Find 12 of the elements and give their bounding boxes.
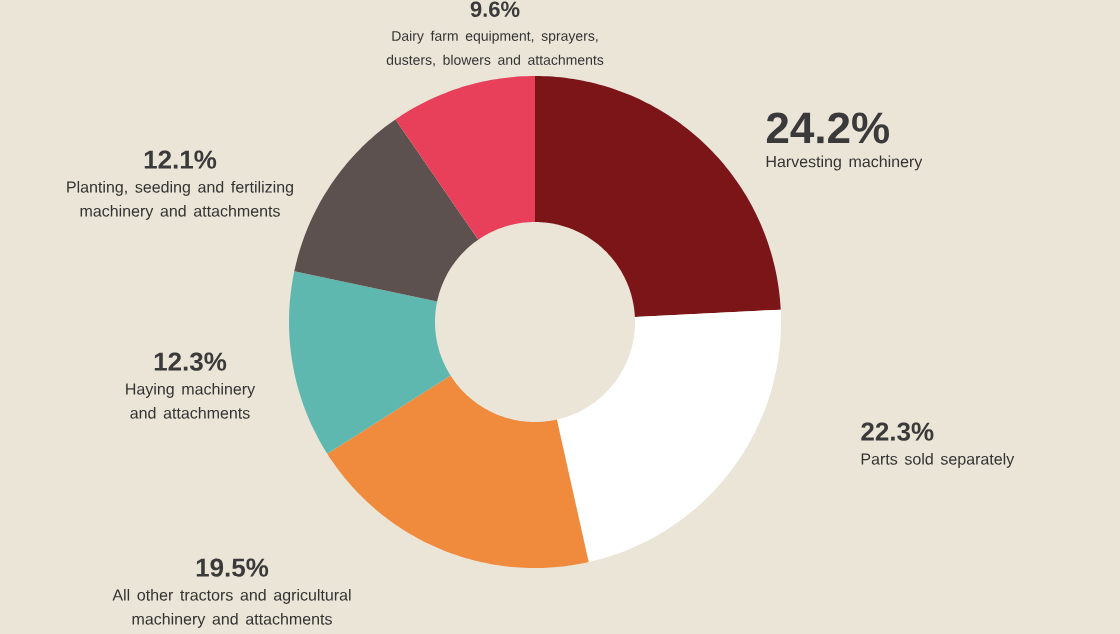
slice-label: Dairy farm equipment, sprayers, dusters, blowers and attachments xyxy=(386,30,604,67)
slice-label: Harvesting machinery xyxy=(766,155,923,171)
slice-label: Parts sold separately xyxy=(861,452,1015,468)
slice-label: Haying machinery and attachments xyxy=(126,382,256,419)
data-label: 12.3% xyxy=(154,352,227,371)
data-label: 12.1% xyxy=(144,150,217,169)
data-label: 22.3% xyxy=(861,422,934,441)
data-label: 19.5% xyxy=(196,558,269,577)
data-label: 9.6% xyxy=(470,1,520,17)
data-label: 24.2% xyxy=(766,112,889,144)
slice-label: Planting, seeding and fertilizing machinery and attachments xyxy=(67,180,293,220)
slice-label: All other tractors and agricultural machinery and attachments xyxy=(112,588,351,628)
